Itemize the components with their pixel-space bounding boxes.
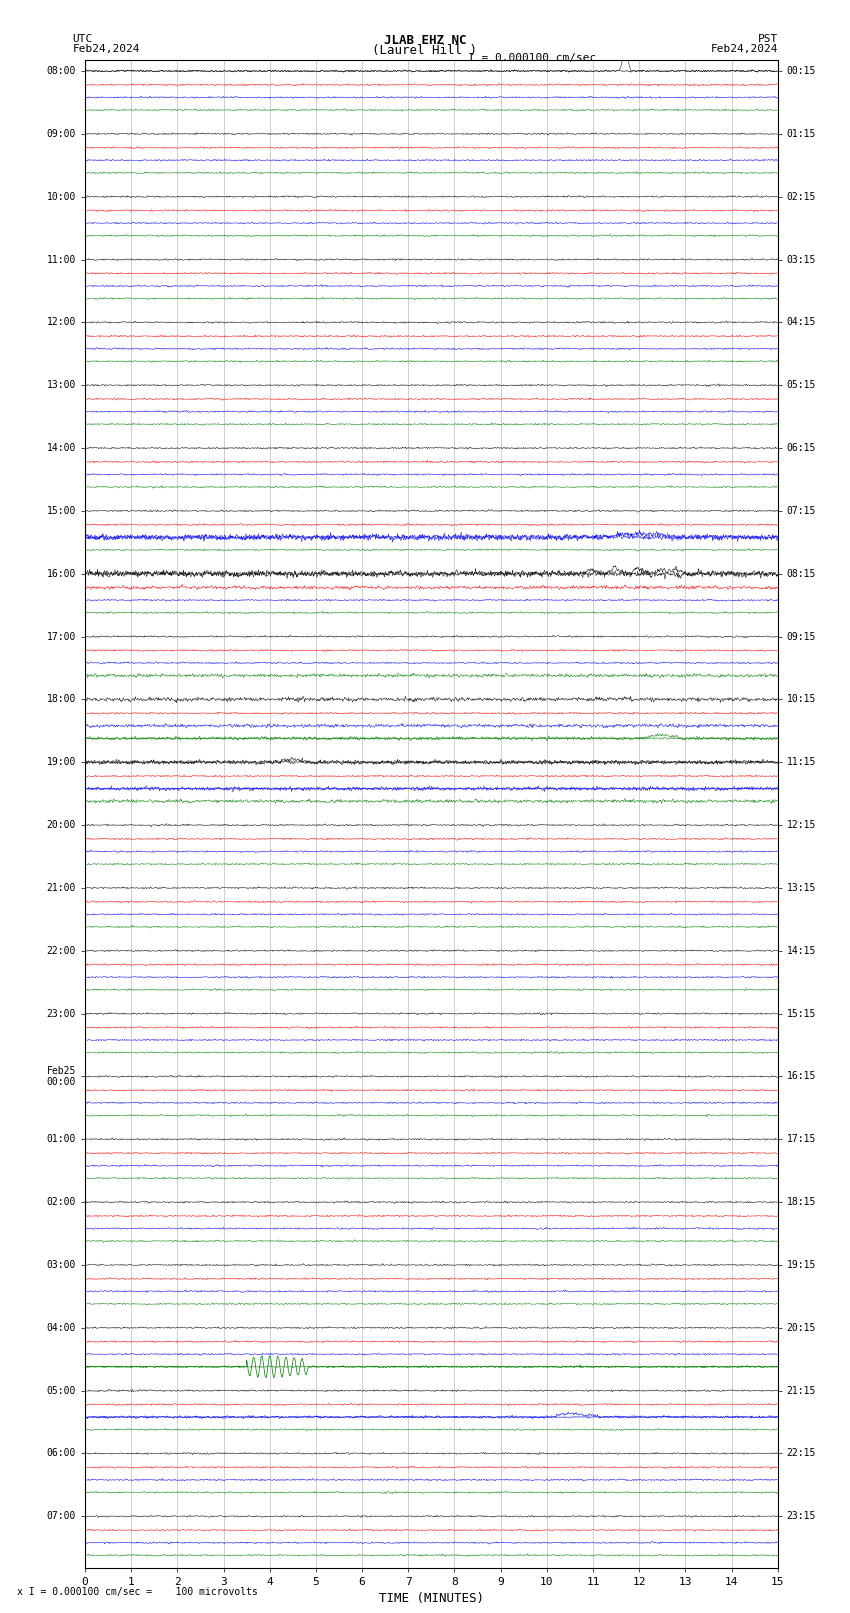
Text: x I = 0.000100 cm/sec =    100 microvolts: x I = 0.000100 cm/sec = 100 microvolts [17, 1587, 258, 1597]
Text: I = 0.000100 cm/sec: I = 0.000100 cm/sec [468, 53, 596, 63]
Text: Feb24,2024: Feb24,2024 [711, 44, 778, 53]
Text: PST: PST [757, 34, 778, 44]
X-axis label: TIME (MINUTES): TIME (MINUTES) [379, 1592, 484, 1605]
Text: (Laurel Hill ): (Laurel Hill ) [372, 44, 478, 56]
Text: Feb24,2024: Feb24,2024 [72, 44, 139, 53]
Text: JLAB EHZ NC: JLAB EHZ NC [383, 34, 467, 47]
Text: UTC: UTC [72, 34, 93, 44]
